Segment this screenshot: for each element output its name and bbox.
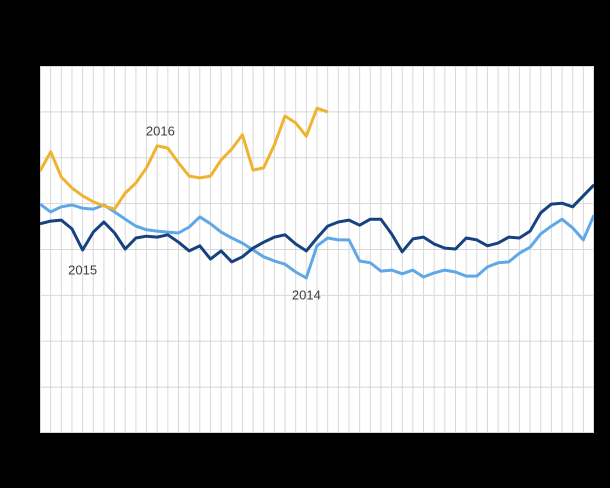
plot-border	[40, 66, 594, 433]
series-line-2015	[40, 183, 594, 264]
series-label-2016: 2016	[145, 123, 175, 139]
series-label-2015: 2015	[68, 262, 98, 278]
chart-svg	[40, 66, 594, 433]
chart-plot-area	[40, 66, 594, 433]
series-line-2016	[40, 106, 329, 211]
series-label-2014: 2014	[291, 287, 321, 303]
series-line-2014	[40, 202, 594, 280]
